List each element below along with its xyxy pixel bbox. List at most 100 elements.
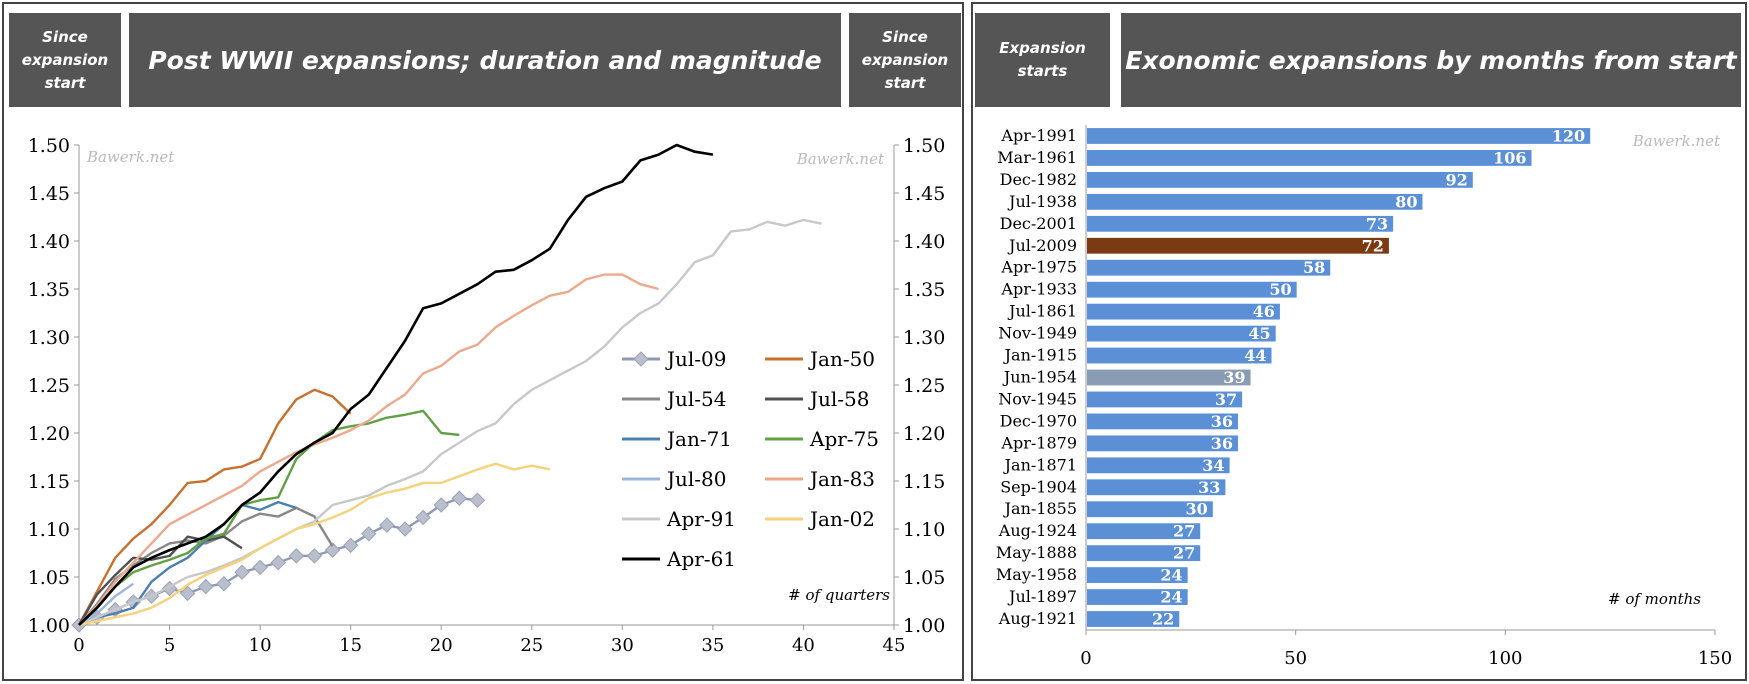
bar-apr-1933 (1087, 281, 1297, 298)
category-label: Jul-1897 (1007, 587, 1077, 606)
y-tick-label: 1.40 (28, 231, 70, 253)
bar-apr-1975 (1087, 259, 1331, 276)
bar-nov-1945 (1087, 391, 1243, 408)
category-label: Nov-1949 (998, 324, 1077, 343)
bar-aug-1924 (1087, 523, 1201, 540)
bar-nov-1949 (1087, 325, 1276, 342)
y-tick-label: 1.05 (28, 567, 70, 589)
watermark-right: Bawerk.net (796, 150, 885, 168)
x-axis-note: # of quarters (788, 586, 890, 604)
x-tick-label: 25 (520, 635, 543, 656)
y-tick-label-right: 1.20 (903, 423, 945, 445)
bar-x-tick-label: 100 (1488, 648, 1522, 669)
category-label: May-1958 (996, 565, 1077, 584)
category-label: Jul-1938 (1007, 192, 1077, 211)
expansion-starts-header: Expansion starts (975, 13, 1110, 107)
data-point-jul-09 (324, 542, 341, 558)
bar-value-label: 27 (1173, 522, 1195, 541)
bar-value-label: 106 (1493, 148, 1526, 167)
data-point-jul-09 (415, 509, 431, 526)
bar-jul-1938 (1087, 193, 1423, 210)
y-tick-label-right: 1.30 (903, 327, 945, 349)
legend-label: Apr-75 (809, 427, 879, 451)
data-point-jul-09 (234, 564, 250, 580)
bar-x-tick-label: 0 (1080, 648, 1091, 669)
legend-label: Apr-91 (666, 507, 736, 531)
series-line-jul-80 (78, 582, 135, 627)
category-label: Mar-1961 (997, 148, 1077, 167)
category-label: Jan-1871 (1003, 455, 1077, 474)
y-tick-label: 1.35 (28, 279, 70, 301)
data-point-jul-09 (361, 526, 377, 542)
y-tick-label-right: 1.05 (903, 567, 945, 589)
y-tick-label-right: 1.45 (903, 183, 945, 205)
bar-sep-1904 (1087, 479, 1226, 496)
x-tick-label: 15 (339, 635, 362, 656)
x-tick-label: 40 (792, 635, 815, 656)
legend-label: Jan-02 (808, 507, 875, 531)
y-tick-label-right: 1.50 (903, 135, 945, 157)
category-label: Sep-1904 (1000, 477, 1077, 496)
bar-jan-1871 (1087, 457, 1230, 474)
series-line-apr-75 (78, 409, 460, 626)
category-label: Jul-2009 (1007, 236, 1077, 255)
bar-value-label: 33 (1198, 478, 1220, 497)
data-point-jul-09 (216, 576, 232, 592)
category-label: Dec-2001 (1000, 214, 1077, 233)
bar-mar-1961 (1087, 150, 1532, 166)
bar-value-label: 72 (1362, 236, 1384, 255)
bar-value-label: 27 (1173, 544, 1195, 563)
category-label: Aug-1921 (998, 609, 1077, 628)
data-point-jul-09 (198, 578, 214, 595)
bar-may-1958 (1087, 567, 1188, 584)
watermark-left: Bawerk.net (86, 148, 175, 166)
category-label: Apr-1991 (1000, 126, 1077, 145)
series-line-jan-83 (78, 273, 659, 626)
category-label: Jan-1915 (1003, 346, 1077, 365)
category-label: Jan-1855 (1003, 499, 1077, 518)
bar-value-label: 44 (1244, 346, 1266, 365)
category-label: Apr-1975 (1000, 258, 1077, 277)
series-line-jan-50 (77, 388, 352, 626)
x-tick-label: 20 (430, 635, 453, 656)
bar-jul-2009 (1087, 237, 1389, 254)
y-tick-label-right: 1.40 (903, 231, 945, 253)
y-tick-label: 1.45 (28, 183, 70, 205)
bar-dec-2001 (1087, 215, 1394, 232)
legend-marker (633, 351, 649, 367)
y-tick-label: 1.15 (28, 471, 70, 493)
y-tick-label: 1.50 (28, 135, 70, 157)
bar-value-label: 73 (1366, 214, 1388, 233)
bar-value-label: 37 (1215, 390, 1237, 409)
bar-apr-1879 (1087, 435, 1238, 452)
series-line-jan-71 (78, 500, 297, 627)
legend-label: Jan-50 (808, 347, 875, 371)
y-tick-label: 1.00 (28, 615, 70, 637)
bar-axis-note: # of months (1608, 590, 1701, 608)
category-label: Apr-1933 (1000, 280, 1077, 299)
y-tick-label-right: 1.15 (903, 471, 945, 493)
y-tick-label-right: 1.10 (903, 519, 945, 541)
data-point-jul-09 (397, 521, 413, 537)
category-label: Jun-1954 (1002, 368, 1077, 387)
bar-may-1888 (1087, 545, 1201, 562)
bar-watermark: Bawerk.net (1632, 132, 1721, 150)
data-point-jul-09 (306, 548, 323, 564)
legend-label: Jul-54 (665, 387, 727, 411)
y-tick-label-right: 1.35 (903, 279, 945, 301)
category-label: Dec-1970 (1000, 411, 1077, 430)
data-point-jul-09 (451, 490, 468, 506)
y-tick-label: 1.25 (28, 375, 70, 397)
bar-value-label: 39 (1223, 368, 1245, 387)
legend-label: Jan-71 (665, 427, 732, 451)
x-tick-label: 35 (701, 635, 724, 656)
bar-value-label: 22 (1152, 610, 1174, 629)
bar-value-label: 36 (1211, 412, 1233, 431)
data-point-jul-09 (252, 559, 268, 576)
bar-value-label: 80 (1395, 192, 1417, 211)
bar-jun-1954 (1087, 369, 1251, 386)
legend-label: Jul-09 (665, 347, 727, 371)
bar-jul-1897 (1087, 589, 1188, 605)
category-label: Apr-1879 (1000, 433, 1077, 452)
bar-value-label: 58 (1303, 258, 1325, 277)
